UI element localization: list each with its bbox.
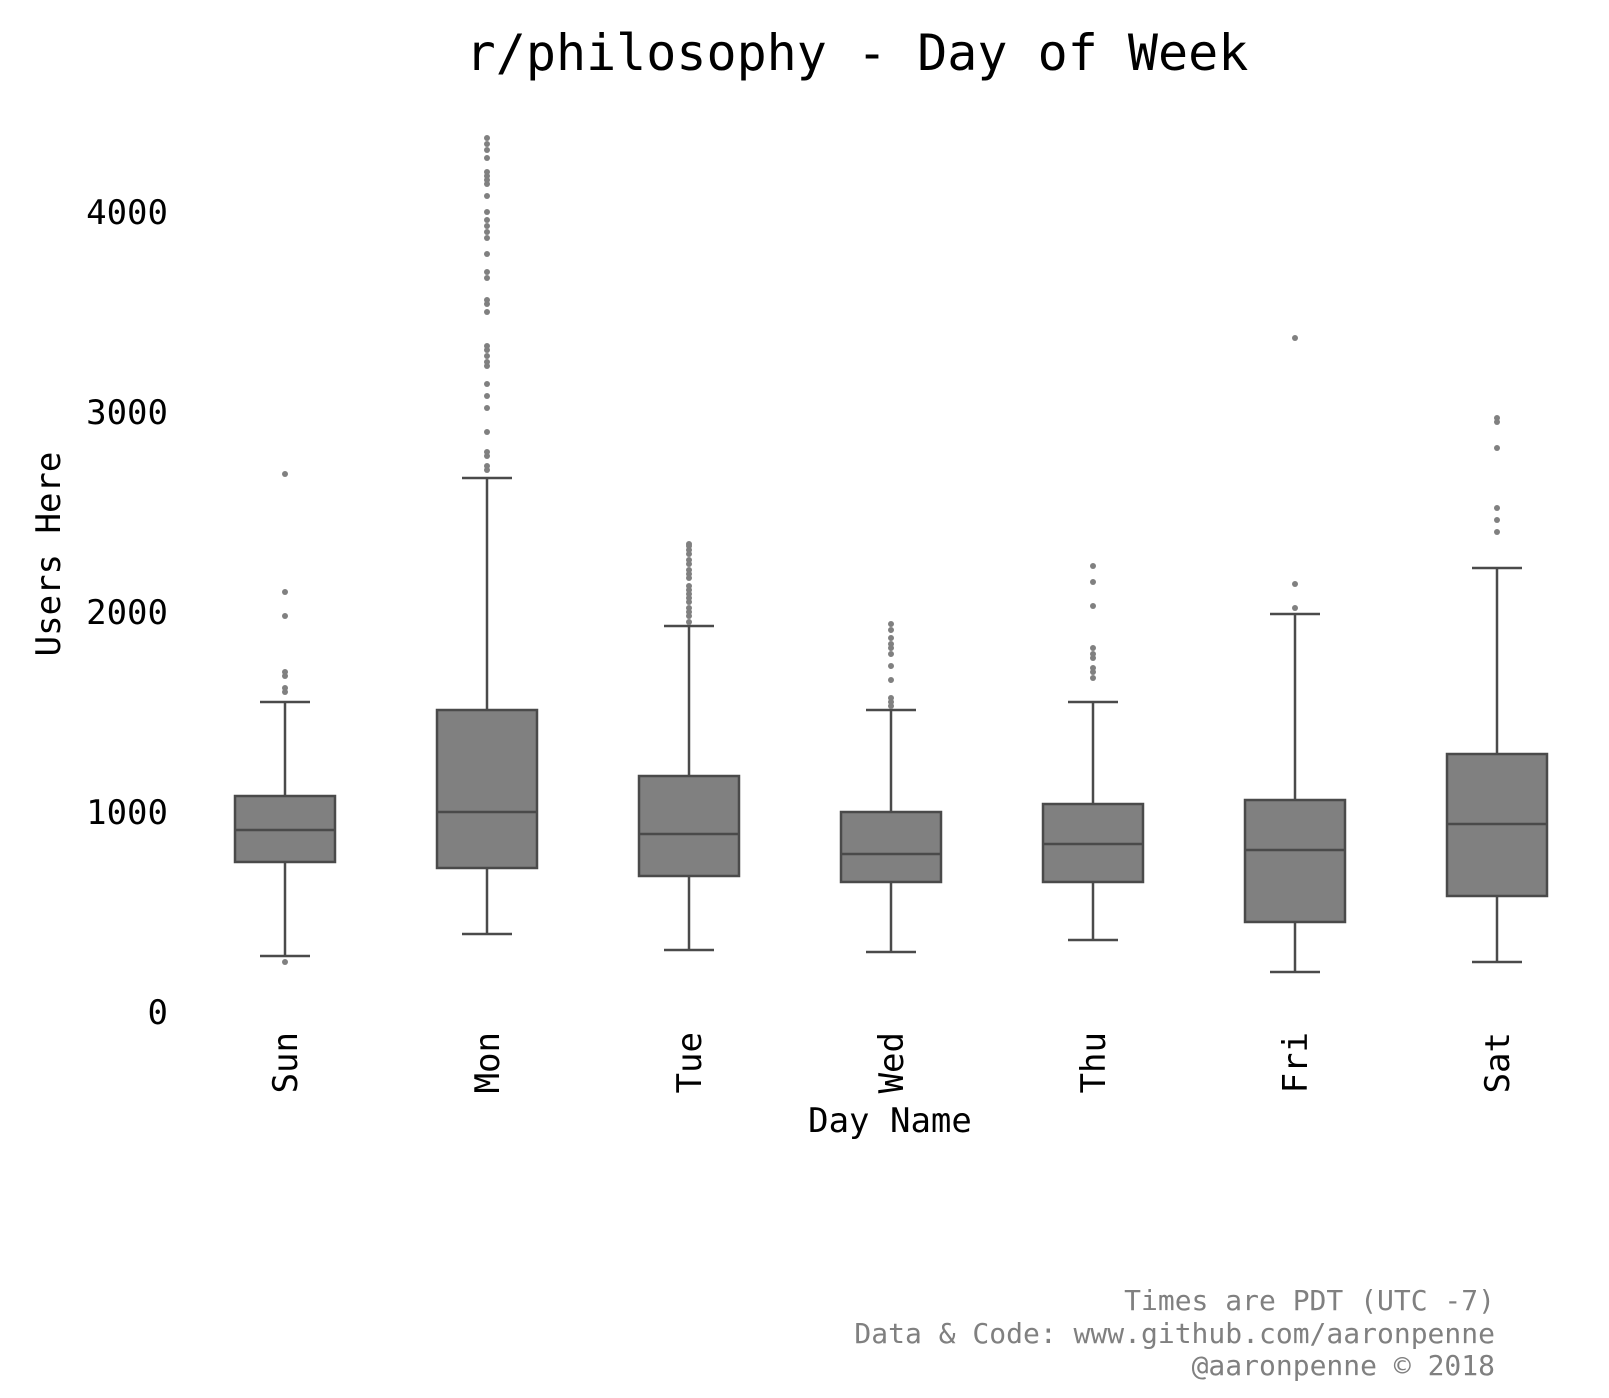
outlier-point <box>484 275 490 281</box>
box-iqr <box>637 774 741 878</box>
x-axis-label: Day Name <box>808 1101 972 1141</box>
footer-timezone-note: Times are PDT (UTC -7) <box>1124 1284 1495 1317</box>
outlier-point <box>484 429 490 435</box>
x-tick-label: Mon <box>468 1032 508 1093</box>
outlier-point <box>1494 529 1500 535</box>
outlier-point <box>1494 445 1500 451</box>
outlier-point <box>1494 517 1500 523</box>
outlier-point <box>282 613 288 619</box>
outlier-point <box>282 471 288 477</box>
outlier-point <box>484 209 490 215</box>
box-mon <box>435 135 539 936</box>
outlier-point <box>686 619 692 625</box>
outlier-point <box>484 217 490 223</box>
box-plot-area <box>233 135 1549 974</box>
outlier-point <box>484 309 490 315</box>
footer-source-link: Data & Code: www.github.com/aaronpenne <box>854 1317 1495 1350</box>
y-tick-label: 2000 <box>86 593 168 633</box>
outlier-point <box>484 393 490 399</box>
outlier-point <box>1292 581 1298 587</box>
y-tick-label: 1000 <box>86 793 168 833</box>
outlier-point <box>484 229 490 235</box>
box-tue <box>637 541 741 952</box>
x-tick-label: Sun <box>266 1032 306 1093</box>
box-thu <box>1041 563 1145 942</box>
outlier-point <box>282 685 288 691</box>
x-tick-label: Sat <box>1478 1032 1518 1093</box>
outlier-point <box>888 641 894 647</box>
x-tick-label: Tue <box>670 1032 710 1093</box>
box-iqr <box>1243 798 1347 924</box>
outlier-point <box>686 583 692 589</box>
chart-title: r/philosophy - Day of Week <box>466 24 1249 82</box>
outlier-point <box>484 463 490 469</box>
outlier-point <box>282 589 288 595</box>
y-axis-ticks: 0 1000 2000 3000 4000 <box>86 193 168 1033</box>
outlier-point <box>686 541 692 547</box>
outlier-point <box>1090 675 1096 681</box>
outlier-point <box>282 959 288 965</box>
outlier-point <box>1090 665 1096 671</box>
y-axis-label: Users Here <box>29 452 69 657</box>
outlier-point <box>888 627 894 633</box>
box-sun <box>233 471 337 965</box>
outlier-point <box>484 193 490 199</box>
outlier-point <box>888 677 894 683</box>
outlier-point <box>1292 605 1298 611</box>
outlier-point <box>888 695 894 701</box>
box-iqr <box>839 810 943 884</box>
outlier-point <box>484 353 490 359</box>
outlier-point <box>484 343 490 349</box>
outlier-point <box>1090 651 1096 657</box>
outlier-point <box>888 621 894 627</box>
outlier-point <box>484 269 490 275</box>
x-tick-label: Thu <box>1074 1032 1114 1093</box>
outlier-point <box>484 381 490 387</box>
outlier-point <box>484 235 490 241</box>
outlier-point <box>888 651 894 657</box>
y-tick-label: 3000 <box>86 393 168 433</box>
outlier-point <box>1090 645 1096 651</box>
box-wed <box>839 621 943 954</box>
outlier-point <box>1292 335 1298 341</box>
outlier-point <box>686 557 692 563</box>
outlier-point <box>484 141 490 147</box>
outlier-point <box>484 449 490 455</box>
outlier-point <box>484 223 490 229</box>
outlier-point <box>888 635 894 641</box>
x-tick-label: Fri <box>1276 1032 1316 1093</box>
y-tick-label: 0 <box>148 993 168 1033</box>
outlier-point <box>484 169 490 175</box>
outlier-point <box>686 605 692 611</box>
outlier-point <box>888 663 894 669</box>
outlier-point <box>484 155 490 161</box>
outlier-point <box>484 359 490 365</box>
outlier-point <box>1090 603 1096 609</box>
y-tick-label: 4000 <box>86 193 168 233</box>
x-axis-ticks: Sun Mon Tue Wed Thu Fri Sat <box>266 1032 1518 1093</box>
x-tick-label: Wed <box>872 1032 912 1093</box>
box-iqr <box>435 708 539 870</box>
outlier-point <box>1090 563 1096 569</box>
outlier-point <box>484 251 490 257</box>
box-sat <box>1445 415 1549 964</box>
outlier-point <box>282 669 288 675</box>
outlier-point <box>484 135 490 141</box>
outlier-point <box>1494 415 1500 421</box>
footer-copyright: @aaronpenne © 2018 <box>1192 1349 1495 1382</box>
outlier-point <box>686 567 692 573</box>
outlier-point <box>484 147 490 153</box>
outlier-point <box>1090 579 1096 585</box>
outlier-point <box>1494 505 1500 511</box>
outlier-point <box>484 297 490 303</box>
box-fri <box>1243 335 1347 974</box>
outlier-point <box>484 405 490 411</box>
